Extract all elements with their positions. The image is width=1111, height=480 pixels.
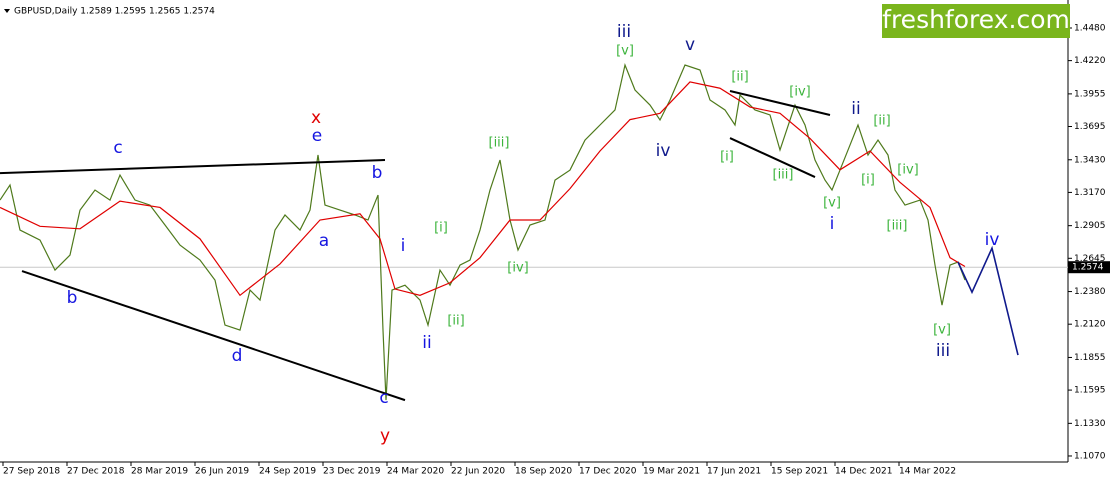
y-tick-label: 1.3695 (1074, 122, 1106, 132)
y-tick-label: 1.1070 (1074, 451, 1106, 461)
wave-label: [iii] (489, 136, 510, 151)
wave-label: i (830, 214, 835, 234)
wave-label: v (685, 35, 695, 55)
wave-label: iv (985, 230, 1000, 250)
wave-label: ii (851, 99, 860, 119)
menu-icon (4, 9, 10, 13)
wave-label: [ii] (447, 314, 464, 329)
wave-label: d (232, 346, 243, 366)
wave-label: [ii] (731, 70, 748, 85)
wave-label: [iii] (887, 219, 908, 234)
wave-label: b (372, 163, 383, 183)
wave-label: [v] (823, 196, 841, 211)
wave-label: [i] (720, 150, 734, 165)
wave-label: [v] (616, 43, 634, 58)
x-tick-label: 28 Mar 2019 (131, 467, 188, 477)
y-tick-label: 1.2645 (1074, 254, 1106, 264)
y-tick-label: 1.3955 (1074, 89, 1106, 99)
y-tick-label: 1.4480 (1074, 23, 1106, 33)
y-tick-label: 1.1330 (1074, 419, 1106, 429)
wave-label: [iv] (897, 163, 918, 178)
wave-label: [iii] (773, 168, 794, 183)
x-tick-label: 24 Sep 2019 (259, 467, 316, 477)
wave-label: y (380, 426, 390, 446)
y-tick-label: 1.2380 (1074, 287, 1106, 297)
wave-label: [i] (861, 173, 875, 188)
y-tick-label: 1.4220 (1074, 56, 1106, 66)
last-price-label: 1.2574 (1072, 263, 1104, 273)
wave-label: x (311, 108, 321, 128)
x-tick-label: 17 Jun 2021 (707, 467, 761, 477)
wave-label: c (379, 388, 388, 408)
wave-label: ii (422, 333, 431, 353)
wave-label: i (401, 236, 406, 256)
x-tick-label: 24 Mar 2020 (387, 467, 444, 477)
wave-label: [v] (933, 323, 951, 338)
wave-label: iv (656, 141, 671, 161)
wave-label: [ii] (873, 113, 890, 128)
wave-label: c (113, 138, 122, 158)
x-tick-label: 23 Dec 2019 (323, 467, 381, 477)
trend-line (0, 159, 386, 175)
last-price-box (1068, 261, 1110, 274)
trend-line (729, 90, 831, 116)
y-tick-label: 1.3170 (1074, 188, 1106, 198)
x-tick-label: 27 Sep 2018 (3, 467, 60, 477)
trend-line (729, 137, 816, 179)
x-tick-label: 17 Dec 2020 (579, 467, 637, 477)
wave-label: a (319, 231, 329, 251)
x-tick-label: 14 Dec 2021 (835, 467, 893, 477)
wave-label: [i] (434, 221, 448, 236)
y-tick-label: 1.2120 (1074, 320, 1106, 330)
x-tick-label: 19 Mar 2021 (643, 467, 700, 477)
wave-label: [iv] (789, 84, 810, 99)
wave-label: iii (617, 22, 631, 42)
trend-line (21, 270, 406, 402)
wave-label: e (312, 126, 322, 146)
header: GBPUSD,Daily 1.2589 1.2595 1.2565 1.2574 (14, 7, 215, 17)
logo: freshforex.com (882, 5, 1070, 34)
series-line (0, 81, 966, 297)
x-tick-label: 14 Mar 2022 (899, 467, 956, 477)
x-tick-label: 22 Jun 2020 (451, 467, 505, 477)
wave-label: iii (936, 341, 950, 361)
y-tick-label: 1.3430 (1074, 155, 1106, 165)
wave-label: b (67, 288, 78, 308)
y-tick-label: 1.2905 (1074, 221, 1106, 231)
logo-box (882, 4, 1070, 38)
x-tick-label: 18 Sep 2020 (515, 467, 572, 477)
x-tick-label: 26 Jun 2019 (195, 467, 249, 477)
series-line (957, 245, 1019, 356)
y-tick-label: 1.1595 (1074, 386, 1106, 396)
wave-label: [iv] (507, 261, 528, 276)
series-line (0, 62, 966, 401)
x-tick-label: 15 Sep 2021 (771, 467, 828, 477)
y-tick-label: 1.1855 (1074, 353, 1106, 363)
x-tick-label: 27 Dec 2018 (67, 467, 125, 477)
